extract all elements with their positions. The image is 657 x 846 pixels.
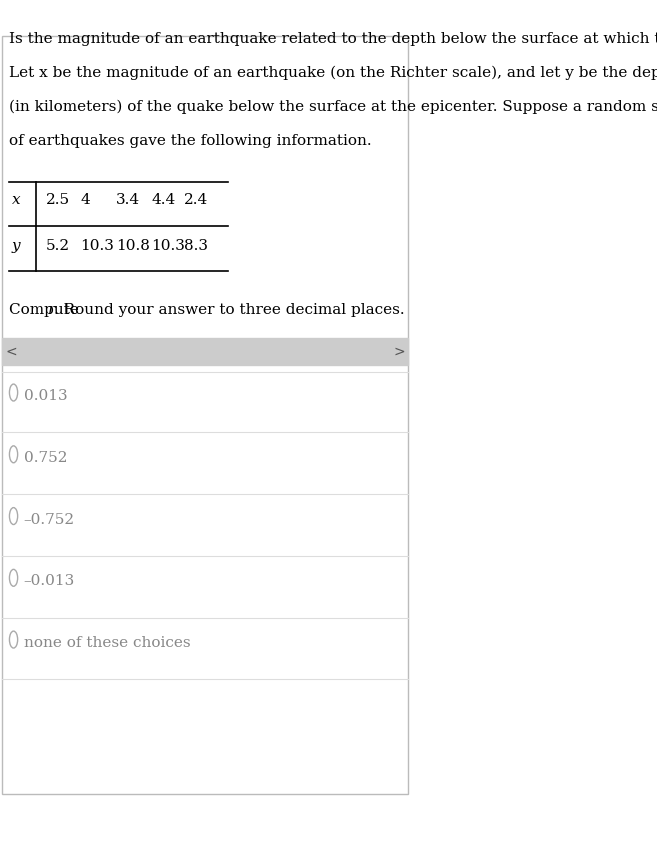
Text: 10.3: 10.3 bbox=[151, 239, 185, 254]
Text: 0.752: 0.752 bbox=[24, 451, 67, 465]
Circle shape bbox=[9, 508, 18, 525]
Text: –0.752: –0.752 bbox=[24, 513, 75, 527]
Text: Let x be the magnitude of an earthquake (on the Richter scale), and let y be the: Let x be the magnitude of an earthquake … bbox=[9, 66, 657, 80]
Text: . Round your answer to three decimal places.: . Round your answer to three decimal pla… bbox=[54, 303, 405, 317]
Text: r: r bbox=[49, 303, 56, 317]
Text: none of these choices: none of these choices bbox=[24, 636, 191, 651]
Circle shape bbox=[9, 384, 18, 401]
Text: Is the magnitude of an earthquake related to the depth below the surface at whic: Is the magnitude of an earthquake relate… bbox=[9, 32, 657, 47]
Text: –0.013: –0.013 bbox=[24, 574, 75, 589]
Text: 10.8: 10.8 bbox=[116, 239, 150, 254]
Text: y: y bbox=[11, 239, 20, 254]
Text: 2.4: 2.4 bbox=[184, 193, 208, 207]
FancyBboxPatch shape bbox=[2, 338, 408, 365]
Text: <: < bbox=[5, 345, 17, 359]
Text: (in kilometers) of the quake below the surface at the epicenter. Suppose a rando: (in kilometers) of the quake below the s… bbox=[9, 100, 657, 114]
Text: 8.3: 8.3 bbox=[184, 239, 208, 254]
Circle shape bbox=[9, 631, 18, 648]
Text: of earthquakes gave the following information.: of earthquakes gave the following inform… bbox=[9, 134, 372, 148]
Text: x: x bbox=[11, 193, 20, 207]
Text: 3.4: 3.4 bbox=[116, 193, 140, 207]
Text: >: > bbox=[394, 345, 405, 359]
Text: 4: 4 bbox=[80, 193, 90, 207]
Circle shape bbox=[9, 446, 18, 463]
Text: 2.5: 2.5 bbox=[46, 193, 70, 207]
Text: Compute: Compute bbox=[9, 303, 84, 317]
Text: 4.4: 4.4 bbox=[151, 193, 175, 207]
Text: 5.2: 5.2 bbox=[46, 239, 70, 254]
Circle shape bbox=[9, 569, 18, 586]
Text: 10.3: 10.3 bbox=[80, 239, 114, 254]
Text: 0.013: 0.013 bbox=[24, 389, 68, 404]
